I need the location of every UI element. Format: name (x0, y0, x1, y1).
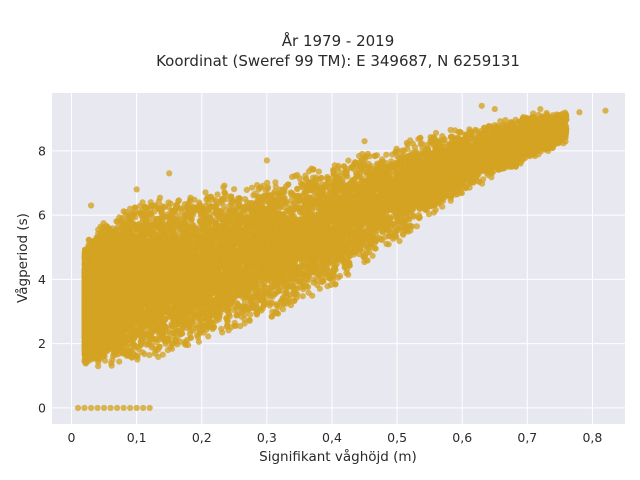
data-point (205, 333, 212, 340)
chart-title-line2: Koordinat (Sweref 99 TM): E 349687, N 62… (156, 52, 520, 70)
chart-title-line1: År 1979 - 2019 (282, 31, 395, 50)
data-point (214, 191, 221, 198)
data-point (243, 186, 250, 193)
data-point (195, 338, 202, 345)
data-point (272, 179, 279, 186)
data-point (251, 190, 258, 197)
data-point (176, 211, 184, 218)
data-points (74, 102, 609, 412)
data-point (345, 157, 352, 164)
data-point (146, 352, 153, 359)
